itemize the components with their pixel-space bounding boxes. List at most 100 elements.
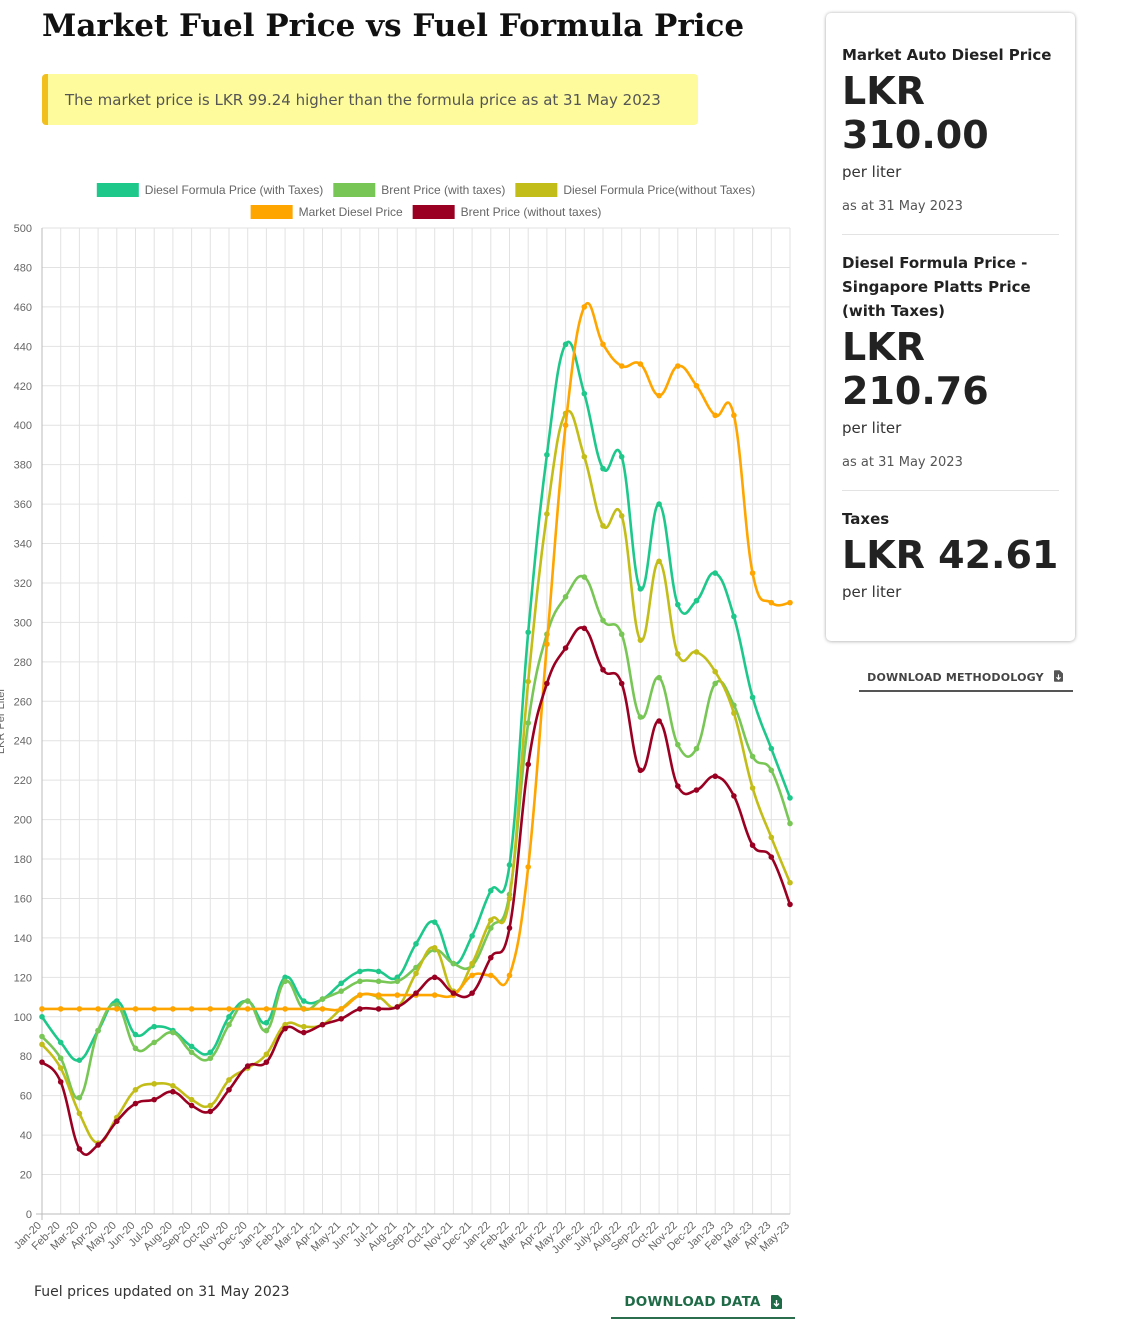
download-data-button[interactable]: DOWNLOAD DATA [611,1287,795,1319]
data-point-brent-price-without-taxes [282,1025,288,1032]
legend-swatch [96,183,139,197]
y-tick-label: 400 [14,420,32,432]
data-point-brent-price-without-taxes [207,1108,214,1115]
y-tick-label: 480 [14,262,32,274]
data-point-market-diesel-price [394,992,401,998]
data-point-brent-price-without-taxes [618,680,625,687]
data-point-market-diesel-price [375,992,382,998]
data-point-diesel-formula-price-without-taxes [525,678,531,685]
data-point-brent-price-with-taxes [450,960,457,967]
y-tick-label: 380 [14,460,32,472]
data-point-brent-price-with-taxes [600,617,606,624]
data-point-brent-price-with-taxes [57,1055,64,1062]
data-point-market-diesel-price [319,1006,326,1012]
y-tick-label: 280 [14,657,32,669]
y-tick-label: 340 [14,539,32,551]
market-price-section: Market Auto Diesel Price LKR 310.00 per … [842,43,1059,235]
data-point-brent-price-without-taxes [562,645,569,651]
data-point-market-diesel-price [170,1006,176,1012]
data-point-market-diesel-price [787,599,793,606]
data-point-brent-price-with-taxes [562,593,569,600]
data-point-brent-price-without-taxes [338,1015,345,1022]
data-point-market-diesel-price [226,1006,232,1012]
y-tick-label: 500 [14,223,32,235]
data-point-brent-price-without-taxes [95,1142,101,1148]
y-tick-label: 0 [26,1209,32,1221]
data-point-brent-price-with-taxes [244,998,251,1004]
data-point-brent-price-without-taxes [768,854,775,860]
formula-price-date: as at 31 May 2023 [842,455,963,470]
data-point-diesel-formula-price-with-taxes [394,974,401,981]
data-point-diesel-formula-price-with-taxes [637,586,644,592]
data-point-brent-price-without-taxes [375,1006,382,1012]
data-point-diesel-formula-price-with-taxes [768,745,775,752]
series-line-brent-price-without-taxes [41,626,792,1156]
data-point-brent-price-with-taxes [39,1033,45,1040]
data-point-market-diesel-price [618,363,625,369]
legend-label: Market Diesel Price [299,205,403,219]
y-tick-label: 440 [14,341,32,353]
data-point-diesel-formula-price-with-taxes [544,451,550,458]
data-point-diesel-formula-price-without-taxes [600,522,606,529]
file-download-icon [770,1295,782,1309]
download-methodology-button[interactable]: DOWNLOAD METHODOLOGY [859,664,1073,692]
data-point-diesel-formula-price-with-taxes [749,694,756,701]
data-point-diesel-formula-price-without-taxes [57,1065,64,1071]
data-point-brent-price-without-taxes [301,1029,307,1036]
data-point-diesel-formula-price-without-taxes [637,637,644,643]
market-price-value: LKR 310.00 [842,69,1059,157]
data-point-diesel-formula-price-with-taxes [375,968,382,975]
y-tick-label: 360 [14,499,32,511]
data-point-diesel-formula-price-without-taxes [431,944,438,951]
data-point-diesel-formula-price-without-taxes [488,917,494,923]
data-point-market-diesel-price [95,1006,101,1012]
data-point-brent-price-with-taxes [282,978,288,985]
data-point-diesel-formula-price-without-taxes [170,1083,176,1089]
data-point-market-diesel-price [712,412,718,419]
data-point-market-diesel-price [506,972,513,979]
legend-label: Diesel Formula Price (with Taxes) [145,183,324,197]
data-point-diesel-formula-price-with-taxes [693,597,700,604]
data-point-market-diesel-price [656,392,662,399]
y-tick-label: 100 [14,1012,32,1024]
data-point-diesel-formula-price-without-taxes [749,785,756,791]
data-point-diesel-formula-price-with-taxes [263,1019,270,1026]
data-point-market-diesel-price [637,361,644,367]
data-point-diesel-formula-price-with-taxes [207,1049,214,1056]
data-point-brent-price-with-taxes [226,1021,232,1028]
data-point-diesel-formula-price-with-taxes [712,570,718,576]
data-point-market-diesel-price [544,641,550,647]
data-point-brent-price-with-taxes [693,745,700,752]
data-point-brent-price-with-taxes [618,631,625,638]
data-point-diesel-formula-price-with-taxes [600,465,606,472]
data-point-brent-price-with-taxes [675,741,681,748]
data-point-brent-price-without-taxes [600,666,606,673]
data-point-brent-price-without-taxes [114,1118,120,1125]
data-point-market-diesel-price [263,1006,270,1012]
data-point-market-diesel-price [301,1006,307,1012]
data-point-brent-price-without-taxes [656,718,662,724]
data-point-brent-price-without-taxes [319,1021,326,1028]
data-point-brent-price-with-taxes [488,925,494,931]
data-point-brent-price-without-taxes [357,1006,363,1012]
data-point-diesel-formula-price-with-taxes [618,453,625,460]
data-point-diesel-formula-price-with-taxes [132,1031,139,1038]
data-point-brent-price-without-taxes [431,974,438,981]
market-price-unit: per liter [842,163,902,181]
y-tick-label: 120 [14,972,32,984]
data-point-brent-price-without-taxes [450,990,457,996]
data-point-brent-price-without-taxes [413,990,419,996]
data-point-brent-price-with-taxes [525,720,531,726]
data-point-brent-price-with-taxes [151,1039,157,1046]
market-price-amount: 310.00 [842,113,989,157]
data-point-diesel-formula-price-with-taxes [114,998,120,1004]
data-point-diesel-formula-price-without-taxes [618,513,625,519]
formula-price-section: Diesel Formula Price - Singapore Platts … [842,251,1059,491]
data-point-brent-price-without-taxes [132,1100,139,1107]
y-tick-label: 180 [14,854,32,866]
formula-price-unit: per liter [842,419,902,437]
data-point-diesel-formula-price-without-taxes [413,970,419,977]
y-tick-label: 20 [20,1170,32,1182]
data-point-diesel-formula-price-without-taxes [39,1041,45,1048]
data-point-brent-price-with-taxes [132,1045,139,1052]
